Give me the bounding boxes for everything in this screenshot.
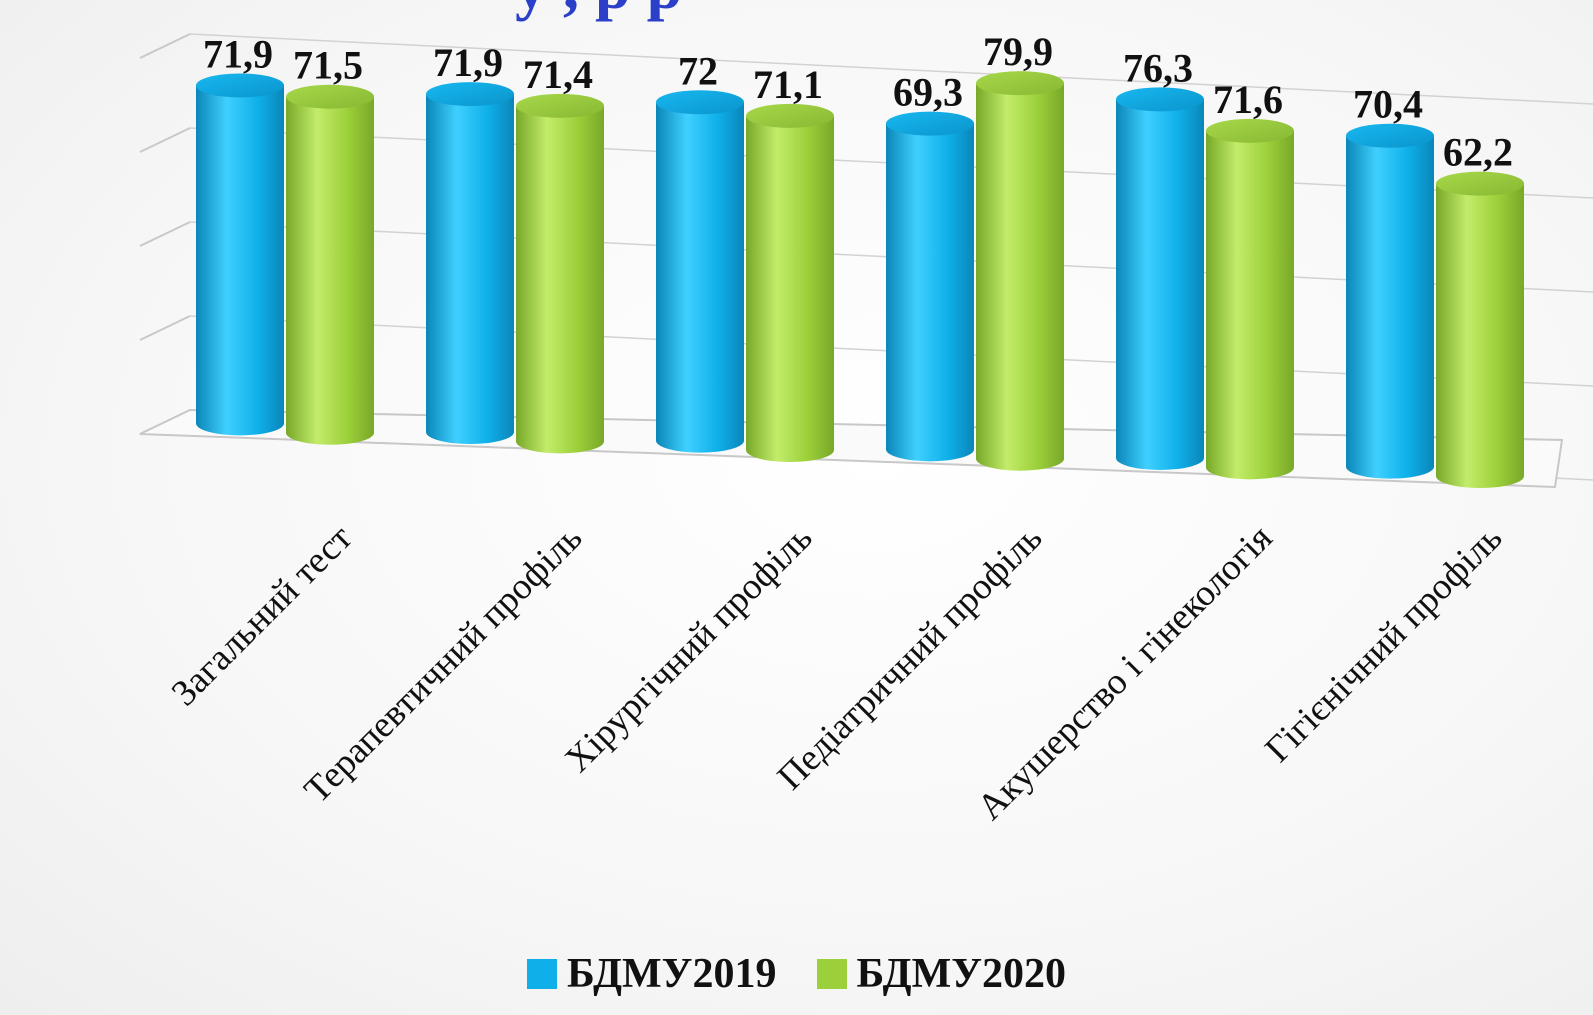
bar-2019-4 [1116, 87, 1204, 470]
bar-2019-3 [886, 111, 974, 462]
gridline [189, 33, 1593, 105]
legend-item-2020: БДМУ2020 [816, 950, 1067, 998]
legend-item-2019: БДМУ2019 [526, 950, 777, 998]
value-label-2019-3: 69,3 [893, 70, 963, 115]
value-label-2020-3: 79,9 [983, 29, 1053, 74]
value-label-2019-0: 71,9 [203, 31, 273, 76]
bar-2019-2 [656, 90, 744, 453]
value-label-2020-2: 71,1 [753, 62, 823, 107]
legend-swatch-2020 [816, 959, 847, 989]
bar-2020-3 [976, 71, 1064, 471]
bars [196, 71, 1524, 488]
value-labels: 71,9 71,5 71,9 71,4 72 71,1 69,3 79,9 76,3 71,6 70… [203, 29, 1513, 174]
bar-2020-5 [1436, 171, 1524, 488]
value-label-2019-4: 76,3 [1123, 45, 1193, 90]
bar-2019-0 [196, 73, 284, 436]
gridline-wall [139, 221, 191, 247]
category-label-0: Загальний тест [164, 517, 361, 714]
value-label-2020-4: 71,6 [1213, 77, 1283, 122]
value-label-2019-5: 70,4 [1353, 82, 1423, 127]
partial-title: у , р р [515, 0, 682, 22]
bar-2020-2 [746, 103, 834, 463]
bar-2019-5 [1346, 123, 1434, 479]
gridline-wall [139, 33, 191, 59]
legend-label-2020: БДМУ2020 [856, 951, 1067, 997]
legend-swatch-2019 [526, 959, 557, 989]
value-label-2020-5: 62,2 [1443, 130, 1513, 175]
category-label-3: Педіатричний профіль [770, 517, 1051, 798]
legend-label-2019: БДМУ2019 [566, 951, 777, 997]
gridline-wall [139, 127, 191, 153]
gridline-wall [139, 315, 191, 341]
bar-2020-0 [286, 84, 374, 445]
category-label-2: Хірургічний профіль [557, 517, 820, 780]
value-label-2019-2: 72 [678, 48, 718, 93]
bar-2020-1 [516, 93, 604, 454]
bar-2020-4 [1206, 118, 1294, 480]
chart-legend: БДМУ2019 БДМУ2020 [0, 944, 1593, 1004]
value-label-2019-1: 71,9 [433, 40, 503, 85]
value-label-2020-0: 71,5 [293, 43, 363, 88]
category-label-5: Гігієнічний профіль [1257, 517, 1510, 770]
bar-2019-1 [426, 82, 514, 445]
value-label-2020-1: 71,4 [523, 52, 593, 97]
